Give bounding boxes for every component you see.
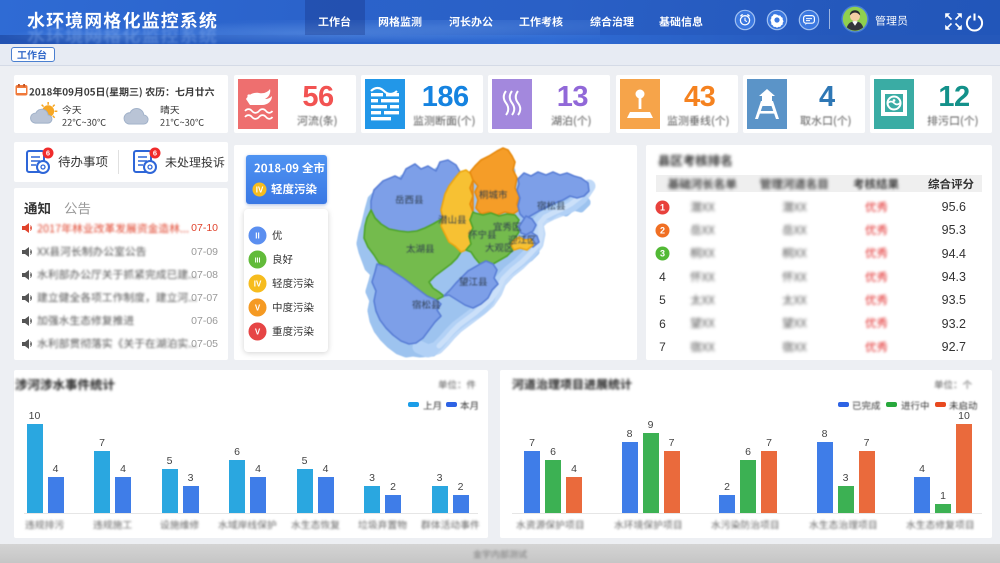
svg-text:6: 6 <box>46 149 50 158</box>
svg-text:II: II <box>255 232 259 241</box>
svg-text:6: 6 <box>153 149 157 158</box>
svg-text:III: III <box>255 258 261 265</box>
svg-text:IV: IV <box>254 280 262 289</box>
svg-text:2: 2 <box>660 225 665 235</box>
svg-text:V: V <box>255 304 261 313</box>
svg-text:IV: IV <box>256 185 264 194</box>
svg-text:3: 3 <box>660 249 665 259</box>
svg-text:1: 1 <box>660 202 665 212</box>
svg-text:V: V <box>255 328 261 337</box>
